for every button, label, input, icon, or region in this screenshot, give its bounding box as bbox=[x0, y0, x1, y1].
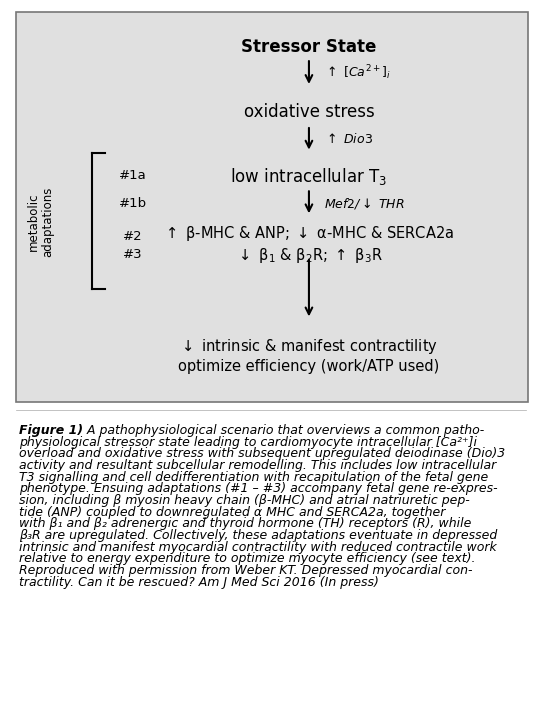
Text: β₃R are upregulated. Collectively, these adaptations eventuate in depressed: β₃R are upregulated. Collectively, these… bbox=[19, 529, 497, 542]
Text: tractility. Can it be rescued? Am J Med Sci 2016 (In press): tractility. Can it be rescued? Am J Med … bbox=[19, 576, 379, 589]
Text: Stressor State: Stressor State bbox=[241, 38, 377, 56]
Text: A pathophysiological scenario that overviews a common patho-: A pathophysiological scenario that overv… bbox=[83, 424, 485, 437]
Text: low intracellular T$_3$: low intracellular T$_3$ bbox=[230, 166, 388, 187]
Text: physiological stressor state leading to cardiomyocyte intracellular [Ca²⁺]i: physiological stressor state leading to … bbox=[19, 435, 477, 448]
FancyBboxPatch shape bbox=[16, 12, 528, 402]
Text: phenotype. Ensuing adaptations (#1 – #3) accompany fetal gene re-expres-: phenotype. Ensuing adaptations (#1 – #3)… bbox=[19, 482, 498, 495]
Text: $\uparrow$ $[Ca^{2+}]_i$: $\uparrow$ $[Ca^{2+}]_i$ bbox=[324, 64, 391, 82]
Text: metabolic
adaptations: metabolic adaptations bbox=[27, 186, 55, 256]
Text: #2: #2 bbox=[123, 230, 143, 243]
Text: #3: #3 bbox=[123, 248, 143, 261]
Text: oxidative stress: oxidative stress bbox=[243, 103, 375, 121]
Text: activity and resultant subcellular remodelling. This includes low intracellular: activity and resultant subcellular remod… bbox=[19, 459, 496, 472]
Text: overload and oxidative stress with subsequent upregulated deiodinase (Dio)3: overload and oxidative stress with subse… bbox=[19, 447, 505, 460]
Text: $\uparrow$ $Dio3$: $\uparrow$ $Dio3$ bbox=[324, 132, 373, 147]
Text: with β₁ and β₂ adrenergic and thyroid hormone (TH) receptors (R), while: with β₁ and β₂ adrenergic and thyroid ho… bbox=[19, 518, 472, 531]
Text: T3 signalling and cell dedifferentiation with recapitulation of the fetal gene: T3 signalling and cell dedifferentiation… bbox=[19, 471, 488, 484]
Text: intrinsic and manifest myocardial contractility with reduced contractile work: intrinsic and manifest myocardial contra… bbox=[19, 541, 496, 554]
Text: $Mef2$/$\downarrow$ $THR$: $Mef2$/$\downarrow$ $THR$ bbox=[324, 196, 405, 211]
Text: relative to energy expenditure to optimize myocyte efficiency (see text).: relative to energy expenditure to optimi… bbox=[19, 552, 475, 565]
Text: Figure 1): Figure 1) bbox=[19, 424, 83, 437]
Text: tide (ANP) coupled to downregulated α MHC and SERCA2a, together: tide (ANP) coupled to downregulated α MH… bbox=[19, 505, 446, 518]
Text: sion, including β myosin heavy chain (β-MHC) and atrial natriuretic pep-: sion, including β myosin heavy chain (β-… bbox=[19, 494, 470, 507]
Text: $\downarrow$ intrinsic & manifest contractility
optimize efficiency (work/ATP us: $\downarrow$ intrinsic & manifest contra… bbox=[178, 337, 440, 374]
Text: $\uparrow$ β-MHC & ANP; $\downarrow$ α-MHC & SERCA2a
$\downarrow$ β$_1$ & β$_2$R: $\uparrow$ β-MHC & ANP; $\downarrow$ α-M… bbox=[164, 225, 454, 265]
Text: Reproduced with permission from Weber KT. Depressed myocardial con-: Reproduced with permission from Weber KT… bbox=[19, 564, 473, 577]
Text: #1a: #1a bbox=[119, 169, 147, 182]
Text: #1b: #1b bbox=[119, 197, 147, 210]
